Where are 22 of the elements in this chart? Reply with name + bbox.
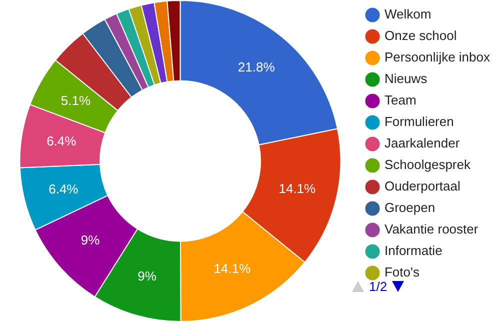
text: 1/2 — [369, 279, 388, 294]
legend-label: Team — [384, 92, 416, 108]
legend-label: Jaarkalender — [384, 136, 460, 151]
legend-label: Groepen — [384, 200, 436, 216]
data-label: 5.1% — [60, 92, 91, 108]
legend-label: Vakantie rooster — [384, 222, 479, 237]
data-label: 14.1% — [214, 261, 251, 276]
legend-label: Informatie — [384, 243, 442, 258]
data-label: 9% — [138, 268, 157, 284]
legend-label: Ouderportaal — [384, 178, 460, 194]
data-label: 9% — [80, 232, 100, 248]
legend-label: Welkom — [384, 6, 432, 22]
legend-label: Schoolgesprek — [384, 157, 471, 172]
data-label: 6.4% — [48, 182, 79, 197]
data-label: 21.8% — [238, 59, 276, 74]
data-label: 14.1% — [278, 181, 316, 196]
legend-label: Nieuws — [384, 71, 428, 86]
legend-label: Foto's — [384, 264, 420, 280]
legend-label: Onze school — [384, 28, 457, 44]
legend-label: Persoonlijke inbox — [384, 50, 490, 65]
legend-label: Formulieren — [384, 114, 454, 130]
data-label: 6.4% — [46, 134, 77, 149]
